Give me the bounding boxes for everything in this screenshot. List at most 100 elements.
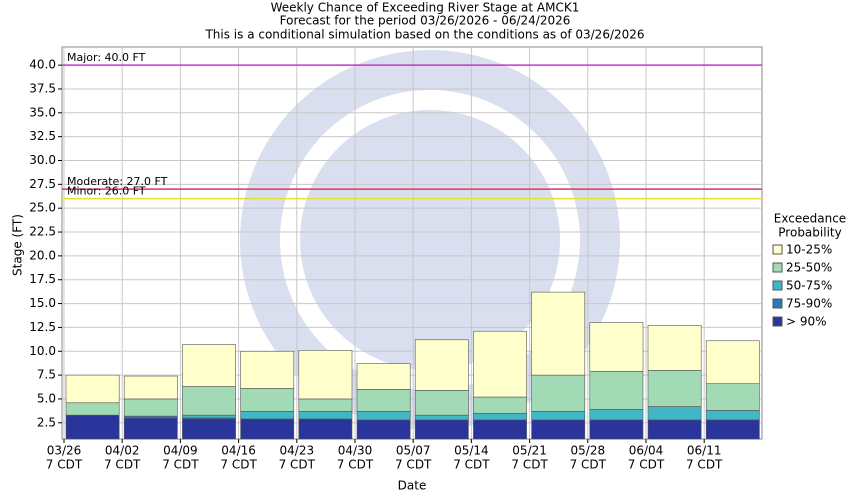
chart-note: This is a conditional simulation based o… <box>204 28 644 42</box>
bar-segment <box>473 419 527 440</box>
bar-segment <box>473 396 527 414</box>
bar-segment <box>647 419 702 440</box>
bar-segment <box>240 350 295 389</box>
legend-label: 25-50% <box>786 261 832 275</box>
legend-title: Probability <box>778 226 841 240</box>
bar-segment <box>414 414 469 421</box>
legend-label: 75-90% <box>786 297 832 311</box>
bar-segment <box>298 418 353 440</box>
legend-title: Exceedance <box>774 212 846 226</box>
threshold-label: Major: 40.0 FT <box>67 51 146 64</box>
y-tick-label: 35.0 <box>29 105 56 119</box>
y-tick-label: 27.5 <box>29 177 56 191</box>
y-tick-label: 20.0 <box>29 248 56 262</box>
bar-segment <box>240 411 295 420</box>
x-tick-label: 04/23 <box>280 444 315 458</box>
x-tick-sublabel: 7 CDT <box>220 458 257 472</box>
legend-label: 50-75% <box>786 279 832 293</box>
bar-segment <box>356 363 411 390</box>
x-tick-sublabel: 7 CDT <box>279 458 316 472</box>
x-tick-sublabel: 7 CDT <box>46 458 83 472</box>
threshold-label: Minor: 26.0 FT <box>67 185 146 198</box>
y-tick-label: 17.5 <box>29 272 56 286</box>
y-tick-label: 5.0 <box>37 391 56 405</box>
x-tick-sublabel: 7 CDT <box>337 458 374 472</box>
y-tick-label: 22.5 <box>29 225 56 239</box>
bar-segment <box>356 389 411 412</box>
chart-title: Weekly Chance of Exceeding River Stage a… <box>271 1 580 15</box>
x-tick-label: 06/04 <box>629 444 664 458</box>
y-tick-label: 15.0 <box>29 296 56 310</box>
bar-segment <box>705 419 760 440</box>
x-tick-sublabel: 7 CDT <box>395 458 432 472</box>
x-tick-label: 05/07 <box>396 444 431 458</box>
bar-segment <box>647 370 702 407</box>
x-tick-sublabel: 7 CDT <box>453 458 490 472</box>
x-tick-label: 04/30 <box>338 444 373 458</box>
bar-segment <box>589 409 644 421</box>
bar-segment <box>647 325 702 371</box>
bar-segment <box>65 414 120 440</box>
x-tick-sublabel: 7 CDT <box>511 458 548 472</box>
bar-segment <box>414 339 469 391</box>
legend-swatch <box>772 298 783 309</box>
bar-segment <box>123 417 178 440</box>
bar-segment <box>298 349 353 400</box>
x-tick-label: 06/11 <box>687 444 722 458</box>
x-tick-sublabel: 7 CDT <box>570 458 607 472</box>
bar-segment <box>414 419 469 440</box>
bar-segment <box>298 398 353 412</box>
bar-segment <box>123 375 178 400</box>
x-tick-sublabel: 7 CDT <box>162 458 199 472</box>
legend-swatch <box>772 316 783 327</box>
bar-segment <box>531 374 586 412</box>
plot: 2.5 5.0 7.5 10.0 12.5 15.0 17.5 20.0 22.5 25.0 27.… <box>29 47 762 472</box>
y-axis-label: Stage (FT) <box>11 214 25 276</box>
y-tick-label: 25.0 <box>29 201 56 215</box>
bar-segment <box>356 411 411 421</box>
y-tick-label: 7.5 <box>37 368 56 382</box>
bar-segment <box>182 414 236 419</box>
y-tick-label: 12.5 <box>29 320 56 334</box>
x-axis-label: Date <box>398 479 427 493</box>
bar-segment <box>298 411 353 420</box>
x-tick-sublabel: 7 CDT <box>628 458 665 472</box>
x-tick-label: 05/21 <box>512 444 547 458</box>
bar-segment <box>705 340 760 384</box>
y-tick-label: 40.0 <box>29 58 56 72</box>
bar-segment <box>647 406 702 421</box>
bar-segment <box>240 388 295 412</box>
bar-segment <box>473 412 527 421</box>
threshold-label: Moderate: 27.0 FT <box>67 175 168 188</box>
bar-segment <box>531 291 586 376</box>
x-tick-label: 04/09 <box>163 444 198 458</box>
y-tick-label: 37.5 <box>29 81 56 95</box>
legend-swatch <box>772 262 783 273</box>
x-tick-sublabel: 7 CDT <box>104 458 141 472</box>
bar-segment <box>123 398 178 417</box>
legend-swatch <box>772 280 783 291</box>
bar-segment <box>65 402 120 416</box>
bar-segment <box>531 411 586 421</box>
x-tick-label: 05/28 <box>571 444 606 458</box>
watermark-disc <box>300 110 560 370</box>
bar-segment <box>531 419 586 440</box>
y-tick-label: 30.0 <box>29 153 56 167</box>
y-tick-label: 32.5 <box>29 129 56 143</box>
y-tick-label: 2.5 <box>37 415 56 429</box>
legend-label: 10-25% <box>786 243 832 257</box>
legend-swatch <box>772 244 783 255</box>
bar-segment <box>589 370 644 410</box>
bar-segment <box>705 410 760 421</box>
bar-segment <box>240 418 295 440</box>
x-tick-label: 04/16 <box>221 444 256 458</box>
bar-segment <box>589 322 644 372</box>
x-tick-label: 05/14 <box>454 444 489 458</box>
x-tick-label: 03/26 <box>47 444 82 458</box>
bar-segment <box>414 390 469 416</box>
bar-segment <box>589 419 644 440</box>
bar-segment <box>182 344 236 387</box>
bar-segment <box>705 383 760 411</box>
chart-subtitle: Forecast for the period 03/26/2026 - 06/… <box>280 14 571 28</box>
